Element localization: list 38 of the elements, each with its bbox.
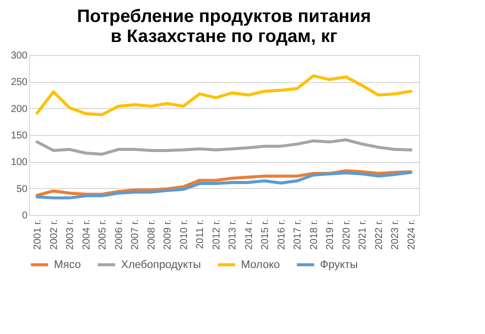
y-tick-label: 0 <box>22 210 28 222</box>
x-tick-label: 2015 г. <box>260 220 272 250</box>
x-tick-label: 2002 г. <box>48 220 60 250</box>
y-tick-label: 200 <box>10 104 28 115</box>
line-series <box>36 138 412 156</box>
x-tick-label: 2022 г. <box>374 220 385 250</box>
x-tick-label: 2024 г. <box>406 220 418 250</box>
x-tick-label: 2006 г. <box>114 220 125 250</box>
x-tick-label: 2014 г. <box>244 220 255 250</box>
x-tick-label: 2013 г. <box>228 220 239 250</box>
x-tick-label: 2017 г. <box>292 220 304 250</box>
x-tick-label: 2004 г. <box>81 220 92 250</box>
legend-label: Хлебопродукты <box>121 258 202 271</box>
x-tick-label: 2007 г. <box>130 220 142 250</box>
x-tick-label: 2001 г. <box>32 220 44 250</box>
x-tick-label: 2005 г. <box>98 220 109 250</box>
x-tick-label: 2010 г. <box>178 220 190 250</box>
y-tick-label: 150 <box>10 130 28 142</box>
x-tick-label: 2009 г. <box>162 220 174 250</box>
x-tick-label: 2018 г. <box>308 220 320 250</box>
legend-label: Мясо <box>54 258 81 271</box>
y-tick-label: 300 <box>10 50 28 62</box>
x-tick-label: 2016 г. <box>276 220 288 250</box>
legend-label: Молоко <box>241 258 280 271</box>
x-tick-label: 2021 г. <box>358 220 369 250</box>
legend-label: Фрукты <box>320 258 358 271</box>
x-tick-label: 2020 г. <box>341 220 352 250</box>
chart-title: Потребление продуктов питания в Казахстане по годам, кг <box>76 6 372 46</box>
x-tick-label: 2008 г. <box>146 220 158 250</box>
x-tick-label: 2012 г. <box>211 220 222 250</box>
x-tick-label: 2019 г. <box>325 220 336 250</box>
y-tick-label: 250 <box>10 77 28 88</box>
x-tick-label: 2003 г. <box>65 220 76 250</box>
y-tick-label: 50 <box>16 184 28 195</box>
y-tick-label: 100 <box>10 157 28 168</box>
x-tick-label: 2011 г. <box>195 220 206 249</box>
x-tick-label: 2023 г. <box>390 220 402 250</box>
line-series <box>36 74 412 116</box>
